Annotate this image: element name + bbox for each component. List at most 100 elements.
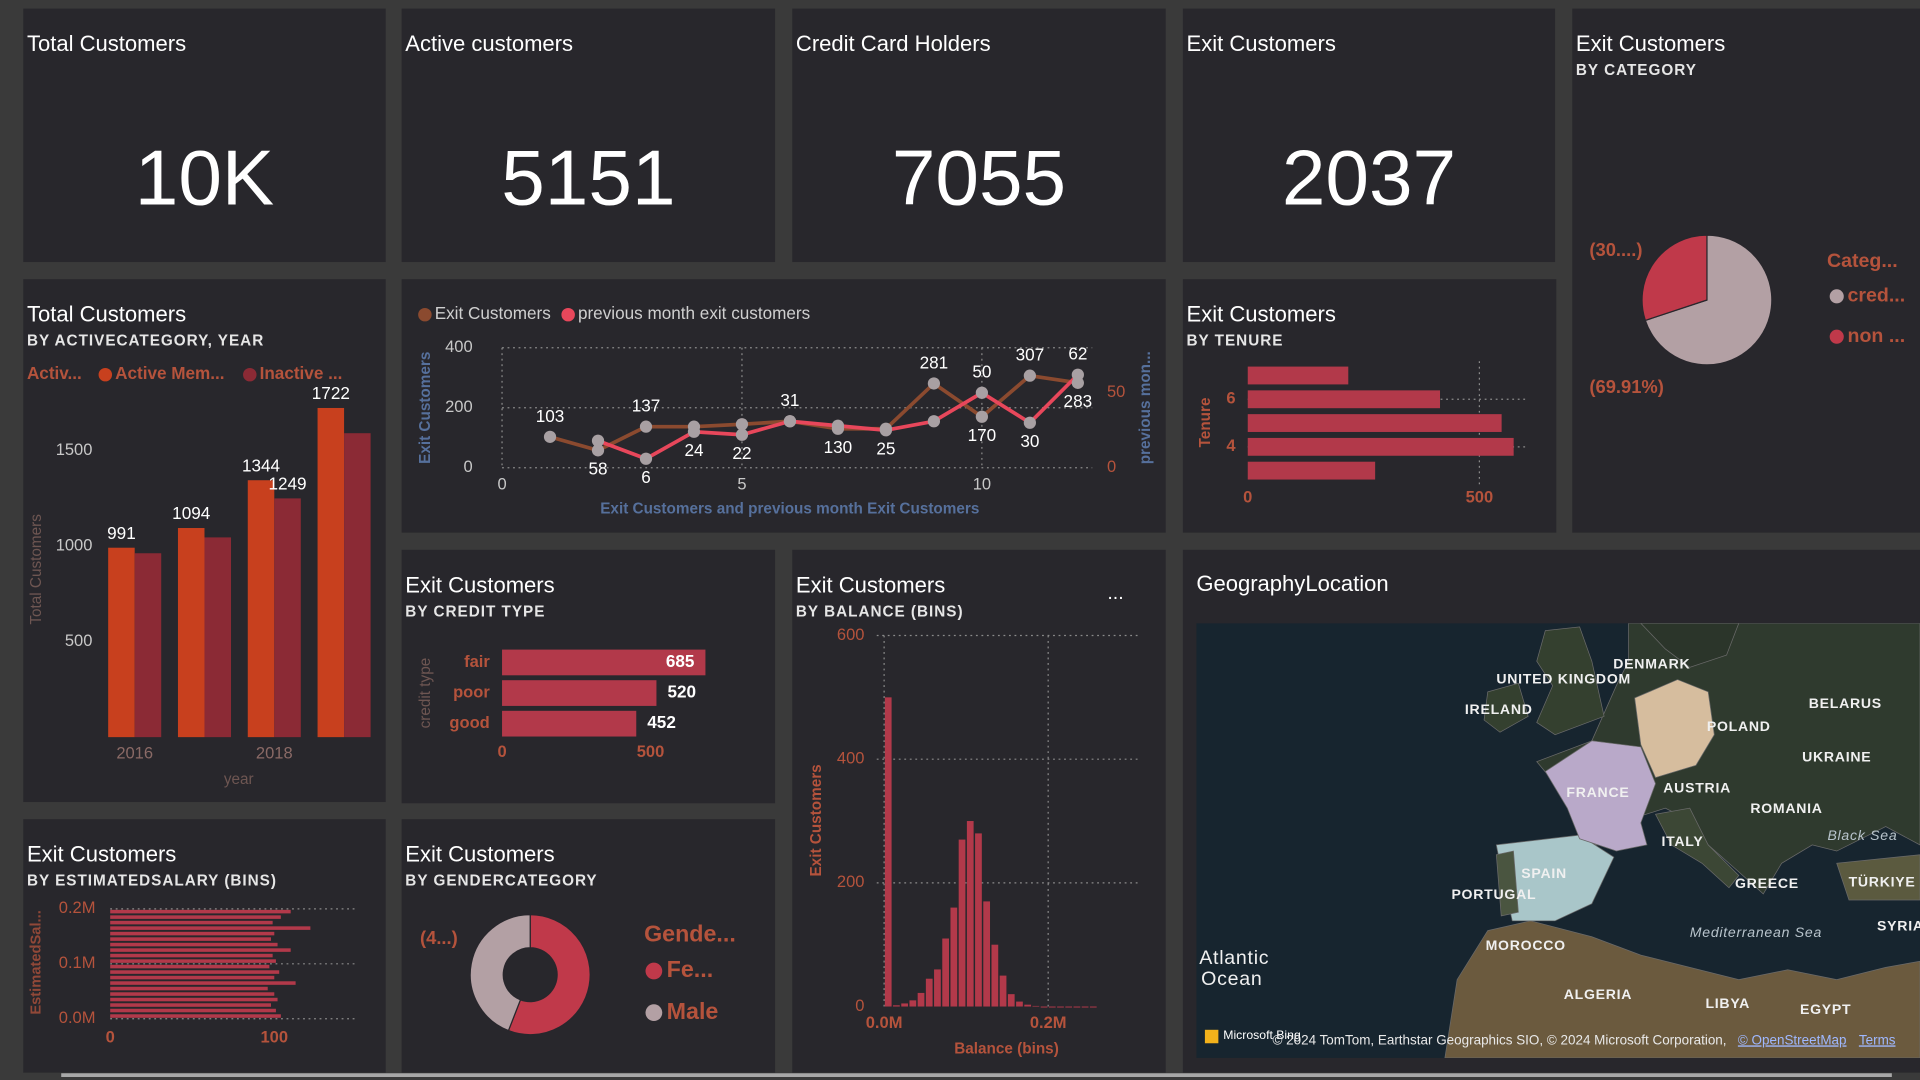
map-label: ROMANIA — [1750, 800, 1822, 816]
axis-title: Exit Customers — [808, 764, 825, 876]
card-subtitle: BY CATEGORY — [1576, 62, 1697, 79]
data-label: 283 — [1064, 391, 1093, 411]
histogram-bar — [110, 1008, 276, 1013]
card-title: Exit Customers — [1187, 302, 1336, 327]
bar — [502, 710, 637, 737]
point-marker — [735, 418, 749, 431]
data-label: 1722 — [312, 383, 350, 403]
histogram-bar — [110, 986, 268, 991]
histogram-bar — [925, 978, 933, 1007]
y-tick-label: 0.2M — [59, 898, 96, 917]
data-label: 30 — [1020, 431, 1039, 451]
axis-title: credit type — [417, 658, 434, 729]
bing-logo — [1204, 1029, 1219, 1044]
bar — [1247, 390, 1441, 409]
histogram-bar — [110, 926, 311, 930]
map-label: POLAND — [1707, 718, 1771, 734]
bar — [134, 553, 162, 738]
chart-card: 0 200 400 0 50 0 5 10 103 58 137 130 281 170 307 283 6 24… — [401, 279, 1166, 533]
histogram-bar — [1065, 1006, 1073, 1008]
chart-card: Exit Customers BY CREDIT TYPE 0 500 fair poor… — [401, 549, 776, 804]
axis-title: previous mon... — [1137, 351, 1154, 464]
chart-card: Exit Customers BY BALANCE (BINS) 0 200 400 60… — [792, 549, 1166, 1073]
histogram-bar — [110, 953, 273, 958]
attribution-link[interactable]: Terms — [1859, 1032, 1896, 1047]
legend-marker — [98, 367, 113, 382]
point-marker — [687, 425, 701, 438]
more-options[interactable]: ... — [1107, 582, 1123, 604]
histogram-bar — [110, 997, 278, 1002]
axis-title: Balance (bins) — [954, 1040, 1059, 1057]
card-title: Exit Customers — [405, 842, 554, 867]
data-label: 50 — [972, 362, 991, 382]
x-tick-label: 10 — [973, 474, 991, 493]
attribution-link[interactable]: © OpenStreetMap — [1738, 1032, 1847, 1047]
data-label: 137 — [632, 396, 661, 416]
portugal — [1495, 850, 1519, 917]
x-tick-label: 2018 — [256, 744, 293, 763]
map-label: TÜRKIYE — [1849, 874, 1916, 890]
point-marker — [927, 415, 941, 428]
y-tick-label: 500 — [65, 631, 93, 650]
histogram-bar — [1024, 1004, 1032, 1007]
y-tick-label: 1500 — [56, 440, 93, 459]
bar — [344, 433, 371, 738]
y-tick-label: 200 — [445, 397, 473, 416]
legend-label: Exit Customers — [435, 303, 551, 323]
chart-card: Exit Customers BY TENURE 0 500 4 6 Tenure — [1182, 279, 1557, 533]
histogram-bar — [1007, 994, 1015, 1007]
data-label: 62 — [1068, 344, 1087, 364]
histogram-bar — [110, 909, 291, 914]
data-label: 25 — [876, 438, 895, 458]
data-label: (69.91%) — [1589, 376, 1664, 397]
histogram-bar — [917, 992, 925, 1007]
map-label: GREECE — [1735, 875, 1799, 891]
x-tick-label: 0 — [497, 474, 506, 493]
card-background — [1182, 8, 1556, 263]
histogram-bar — [1032, 1005, 1040, 1007]
point-marker — [591, 434, 605, 447]
map-label: FRANCE — [1566, 784, 1629, 800]
point-marker — [831, 419, 845, 432]
kpi-card: Exit Customers 2037 — [1182, 8, 1556, 263]
map-title: GeographyLocation — [1196, 571, 1388, 596]
point-marker — [1023, 416, 1036, 429]
data-label: 685 — [666, 651, 695, 671]
kpi-value: 5151 — [501, 133, 675, 221]
histogram-bar — [110, 937, 272, 941]
histogram-bar — [999, 975, 1007, 1007]
pie-slice — [1644, 234, 1773, 366]
legend-marker — [418, 307, 432, 322]
card-title: Exit Customers — [405, 572, 554, 597]
card-background — [401, 549, 776, 804]
data-label: 1344 — [242, 455, 281, 475]
histogram-bar — [1089, 1006, 1097, 1008]
y-tick-label: 400 — [837, 749, 865, 768]
kpi-card: Active customers 5151 — [401, 8, 776, 263]
turkey — [1836, 854, 1920, 901]
kpi-title: Credit Card Holders — [796, 31, 991, 56]
y2-tick-label: 50 — [1107, 382, 1125, 401]
histogram-bar — [942, 938, 950, 1007]
y-tick-label: 200 — [837, 872, 865, 891]
histogram-bar — [1016, 1001, 1023, 1007]
card-background — [401, 279, 1166, 533]
bar — [247, 480, 275, 738]
x-tick-label: 500 — [637, 742, 665, 761]
point-marker — [1071, 368, 1084, 381]
histogram-bar — [110, 1014, 281, 1018]
chart-card: Total Customers BY ACTIVECATEGORY, YEAR 50… — [23, 279, 386, 803]
card-background — [401, 819, 776, 1073]
card-background — [401, 8, 776, 263]
histogram-bar — [983, 901, 991, 1007]
bar — [1247, 414, 1502, 432]
card-subtitle: BY GENDERCATEGORY — [405, 873, 597, 890]
chart-card: Exit Customers BY GENDERCATEGORY (4...) Gen… — [401, 819, 776, 1073]
data-label: (30....) — [1589, 239, 1642, 260]
axis-title: Total Customers — [28, 514, 45, 625]
data-label: 452 — [647, 712, 676, 732]
x-tick-label: 2016 — [116, 744, 153, 763]
card-subtitle: BY TENURE — [1187, 333, 1284, 350]
